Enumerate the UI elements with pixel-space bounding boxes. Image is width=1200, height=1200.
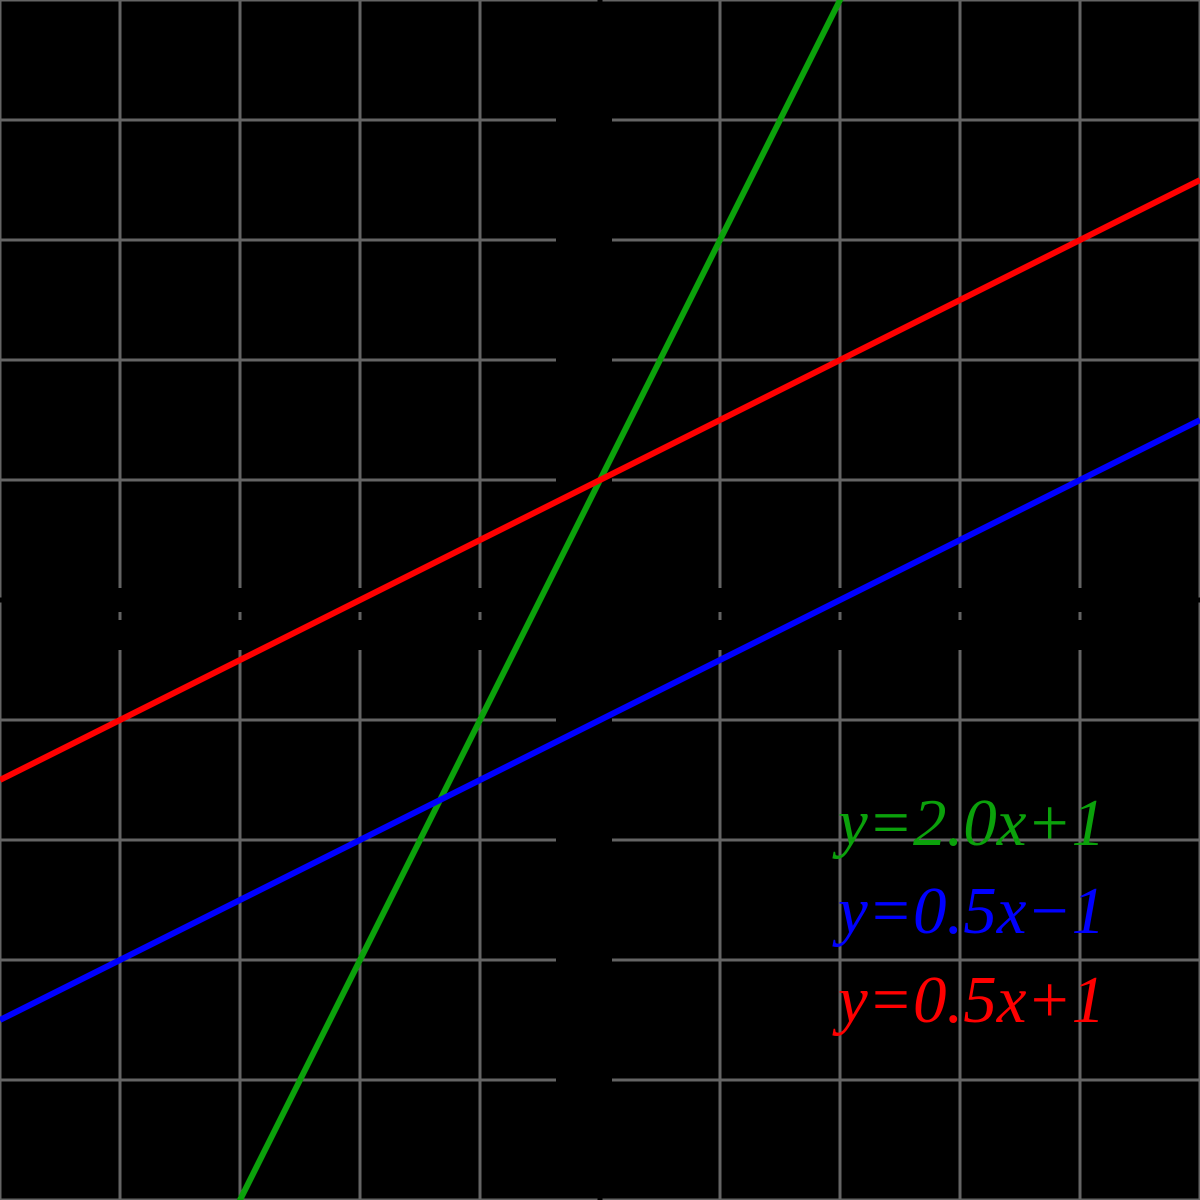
x-tick-label-area [464,620,496,650]
y-tick-label-area [556,945,588,975]
y-tick-label-area [556,1065,588,1095]
x-tick-label-area [224,620,256,650]
x-tick-label-area [704,620,736,650]
y-tick-label-area [556,225,588,255]
x-tick-label-area [1064,620,1096,650]
legend-label-green: y=2.0x+1 [832,786,1105,860]
red-line [0,177,1200,783]
blue-line [0,417,1200,1023]
x-tick-label-area [824,620,856,650]
y-tick-label-area [556,345,588,375]
x-tick-label-area [944,620,976,650]
legend: y=2.0x+1 y=0.5x−1 y=0.5x+1 [832,786,1105,1037]
y-tick-label-area [556,825,588,855]
legend-label-blue: y=0.5x−1 [832,874,1105,948]
y-tick-label-area [556,105,588,135]
legend-label-red: y=0.5x+1 [832,963,1105,1037]
x-tick-label-area [344,620,376,650]
x-tick-label-area [104,620,136,650]
